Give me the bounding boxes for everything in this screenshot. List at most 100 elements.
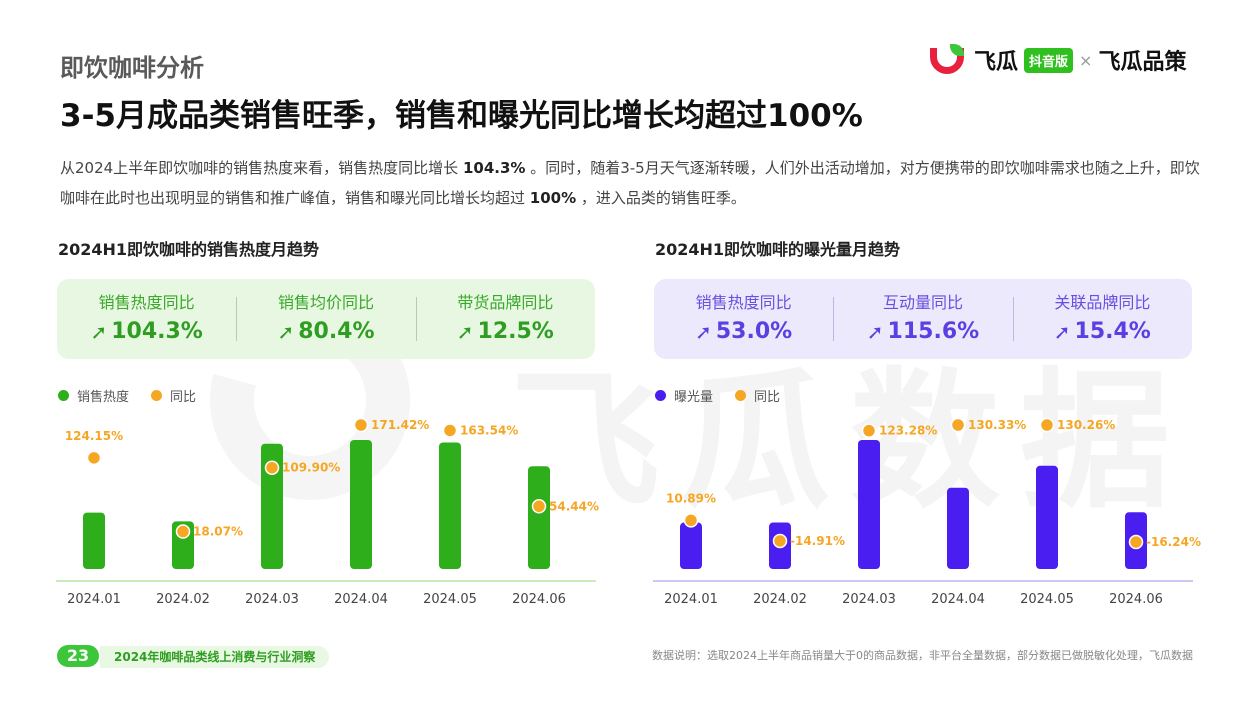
right-kpi-1: 销售热度同比 ➚ 53.0% (654, 293, 833, 345)
collab-times: × (1079, 50, 1093, 70)
kpi-value: 80.4% (298, 319, 375, 344)
kpi-value: 15.4% (1074, 319, 1151, 344)
trend-up-arrow-icon: ➚ (866, 320, 884, 344)
right-kpi-3: 关联品牌同比 ➚ 15.4% (1012, 293, 1192, 345)
left-yoy-dot-2024.03 (264, 460, 280, 475)
kpi-label: 销售热度同比 (98, 293, 195, 312)
right-legend: 曝光量 同比 (655, 386, 802, 405)
left-kpi-bar: 销售热度同比 ➚ 104.3% 销售均价同比 ➚ 80.4% 带货品牌同比 ➚ 12.… (57, 279, 595, 359)
left-yoy-dot-2024.04 (353, 417, 369, 433)
kpi-label: 关联品牌同比 (1054, 293, 1151, 312)
left-legend: 销售热度 同比 (58, 386, 218, 405)
data-note: 数据说明：选取2024上半年商品销量大于0的商品数据，非平台全量数据，部分数据已… (652, 649, 1193, 662)
kpi-label: 互动量同比 (882, 293, 963, 312)
right-kpi-bar: 销售热度同比 ➚ 53.0% 互动量同比 ➚ 115.6% 关联品牌同比 ➚ 15.4… (654, 279, 1192, 359)
kpi-label: 带货品牌同比 (457, 293, 554, 312)
trend-up-arrow-icon: ➚ (90, 320, 108, 344)
right-yoy-dot-2024.04 (950, 417, 966, 433)
left-bar-chart: 2024.01 124.15% 2024.02 18.07% 2024.03 109.90… (56, 417, 599, 607)
left-x-tick-2024.03: 2024.03 (245, 592, 299, 607)
right-x-tick-2024.05: 2024.05 (1020, 592, 1074, 607)
right-yoy-label-2024.04: 130.33% (968, 418, 1026, 432)
left-x-tick-2024.04: 2024.04 (334, 592, 388, 607)
melon-logo-icon (928, 44, 968, 76)
description: 从2024上半年即饮咖啡的销售热度来看，销售热度同比增长 104.3% 。同时，… (60, 153, 1200, 213)
kpi-label: 销售均价同比 (277, 293, 374, 312)
legend-dot-swatch (735, 390, 747, 401)
left-yoy-label-2024.03: 109.90% (282, 461, 340, 475)
right-x-tick-2024.03: 2024.03 (842, 592, 896, 607)
left-yoy-label-2024.06: 54.44% (549, 499, 599, 513)
description-highlight-2: 100% (529, 189, 577, 207)
legend-label: 曝光量 (674, 390, 714, 405)
kpi-value: 53.0% (715, 319, 793, 344)
left-yoy-label-2024.01: 124.15% (65, 429, 123, 443)
legend-bar-swatch (655, 390, 666, 401)
right-yoy-label-2024.06: -16.24% (1146, 535, 1201, 549)
right-yoy-dot-2024.03 (861, 423, 877, 438)
kpi-value: 115.6% (887, 319, 980, 344)
right-bar-2024.01 (680, 522, 702, 569)
legend-label: 同比 (170, 390, 197, 405)
left-kpi-3: 带货品牌同比 ➚ 12.5% (415, 293, 595, 345)
left-bar-2024.01 (83, 512, 105, 569)
right-yoy-dot-2024.06 (1128, 534, 1144, 550)
description-text-3: ，进入品类的销售旺季。 (576, 189, 746, 207)
right-yoy-dot-2024.01 (683, 513, 699, 528)
left-kpi-1: 销售热度同比 ➚ 104.3% (57, 293, 236, 345)
right-x-tick-2024.04: 2024.04 (931, 592, 985, 607)
right-bar-2024.03 (858, 440, 880, 569)
legend-dot-swatch (151, 390, 163, 401)
trend-up-arrow-icon: ➚ (695, 320, 712, 344)
description-text-2: 。同时，随着3-5月天气逐渐转暖，人们外出活动增加，对方便携带的即饮咖啡需求也随… (60, 159, 1200, 207)
brand-logo: 飞瓜 抖音版 × 飞瓜品策 (928, 44, 1186, 76)
section-title: 即饮咖啡分析 (60, 54, 204, 82)
description-highlight-1: 104.3% (462, 159, 526, 177)
left-bar-2024.05 (439, 442, 461, 569)
trend-up-arrow-icon: ➚ (456, 320, 474, 344)
legend-label: 同比 (754, 390, 781, 405)
headline: 3-5月成品类销售旺季，销售和曝光同比增长均超过100% (60, 98, 863, 134)
right-x-tick-2024.02: 2024.02 (753, 592, 807, 607)
page-number: 23 (57, 645, 99, 667)
left-yoy-label-2024.02: 18.07% (193, 525, 243, 539)
left-yoy-dot-2024.05 (442, 423, 458, 438)
right-yoy-dot-2024.02 (772, 533, 788, 549)
right-bar-2024.04 (947, 487, 969, 569)
left-x-tick-2024.01: 2024.01 (67, 592, 121, 607)
right-bar-2024.05 (1036, 465, 1058, 569)
douyin-badge: 抖音版 (1024, 47, 1074, 73)
right-x-tick-2024.01: 2024.01 (664, 592, 718, 607)
kpi-value: 104.3% (111, 319, 203, 344)
left-chart-title: 2024H1即饮咖啡的销售热度月趋势 (58, 240, 320, 259)
kpi-label: 销售热度同比 (695, 293, 792, 312)
legend-bar-swatch (58, 390, 69, 401)
left-x-tick-2024.02: 2024.02 (156, 592, 210, 607)
report-title: 2024年咖啡品类线上消费与行业洞察 (100, 646, 330, 668)
right-x-tick-2024.06: 2024.06 (1109, 592, 1163, 607)
trend-up-arrow-icon: ➚ (1053, 320, 1071, 344)
right-yoy-dot-2024.05 (1039, 417, 1055, 433)
right-bar-chart: 2024.01 10.89% 2024.02 -14.91% 2024.03 123.28… (653, 417, 1201, 607)
left-bar-2024.06 (528, 466, 550, 569)
left-x-tick-2024.06: 2024.06 (512, 592, 566, 607)
kpi-value: 12.5% (477, 319, 554, 344)
right-yoy-label-2024.01: 10.89% (666, 491, 716, 505)
right-yoy-label-2024.05: 130.26% (1057, 418, 1115, 432)
brand-name-pince: 飞瓜品策 (1098, 50, 1187, 75)
left-bar-2024.03 (261, 443, 283, 569)
right-yoy-label-2024.02: -14.91% (790, 534, 845, 548)
left-yoy-dot-2024.02 (175, 524, 191, 539)
left-kpi-2: 销售均价同比 ➚ 80.4% (236, 293, 415, 345)
right-yoy-label-2024.03: 123.28% (879, 424, 937, 438)
brand-name-feigua: 飞瓜 (974, 50, 1019, 75)
left-bar-2024.04 (350, 440, 372, 569)
trend-up-arrow-icon: ➚ (277, 320, 295, 344)
description-text-1: 从2024上半年即饮咖啡的销售热度来看，销售热度同比增长 (60, 159, 463, 177)
right-kpi-2: 互动量同比 ➚ 115.6% (833, 293, 1012, 345)
left-yoy-label-2024.05: 163.54% (460, 423, 518, 437)
right-chart-title: 2024H1即饮咖啡的曝光量月趋势 (655, 240, 901, 259)
left-yoy-dot-2024.01 (86, 450, 102, 466)
left-yoy-dot-2024.06 (531, 499, 547, 514)
left-yoy-label-2024.04: 171.42% (371, 418, 429, 432)
